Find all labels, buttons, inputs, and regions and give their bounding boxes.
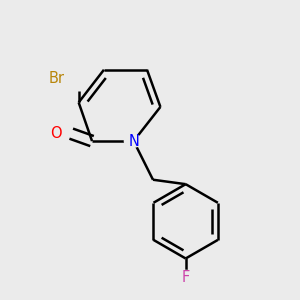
Text: F: F	[182, 270, 190, 285]
Ellipse shape	[46, 127, 67, 140]
Text: O: O	[50, 126, 61, 141]
Text: Br: Br	[48, 71, 64, 86]
Ellipse shape	[38, 67, 78, 93]
Ellipse shape	[124, 135, 143, 147]
Ellipse shape	[176, 270, 195, 282]
Text: N: N	[128, 134, 139, 148]
